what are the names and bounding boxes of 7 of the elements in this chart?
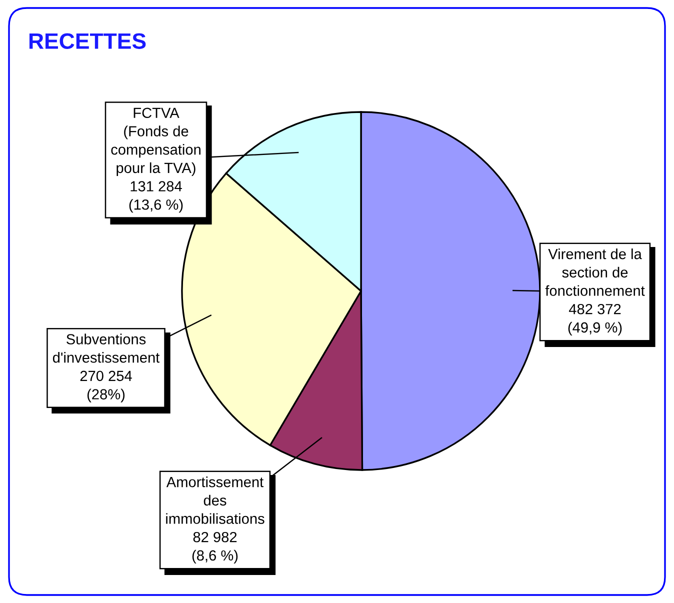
data-label: 482 372 (49,9 %) — [568, 304, 622, 336]
slice-label: Subventions d'investissement — [52, 334, 160, 363]
chart-title: RECETTES — [29, 33, 146, 49]
data-label: 131 284 (13,6 %) — [129, 181, 183, 213]
slice-label: FCTVA (Fonds de compensation pour la TVA) — [111, 108, 200, 176]
slice-label: Virement de la section de fonctionnement — [545, 248, 645, 296]
data-label: 270 254 (28%) — [80, 370, 132, 402]
